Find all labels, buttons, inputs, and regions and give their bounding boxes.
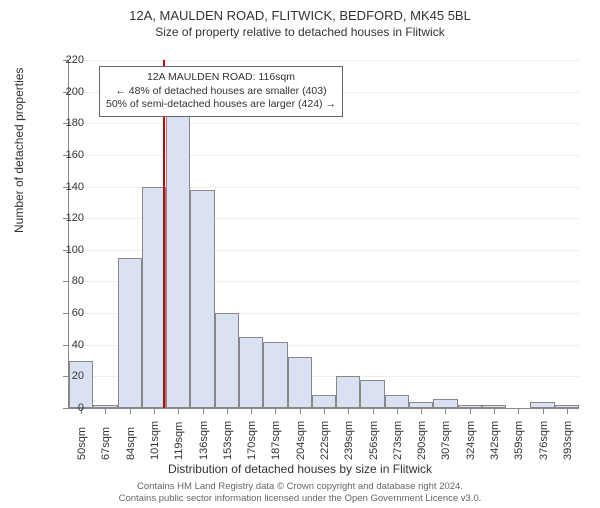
x-axis-title: Distribution of detached houses by size … [0, 462, 600, 476]
x-tick [373, 408, 374, 414]
page-title: 12A, MAULDEN ROAD, FLITWICK, BEDFORD, MK… [0, 8, 600, 23]
y-tick-label: 40 [54, 339, 84, 351]
x-tick-label: 170sqm [246, 421, 258, 460]
histogram-bar [239, 337, 263, 408]
x-tick [105, 408, 106, 414]
x-tick-label: 376sqm [538, 421, 550, 460]
x-tick [494, 408, 495, 414]
x-tick [178, 408, 179, 414]
histogram-bar [288, 357, 312, 408]
x-tick [421, 408, 422, 414]
x-tick-label: 324sqm [465, 421, 477, 460]
histogram-chart: 12A MAULDEN ROAD: 116sqm← 48% of detache… [68, 60, 579, 409]
x-tick [518, 408, 519, 414]
x-tick [130, 408, 131, 414]
footer-line-1: Contains HM Land Registry data © Crown c… [0, 481, 600, 492]
x-tick [203, 408, 204, 414]
x-tick-label: 101sqm [149, 421, 161, 460]
x-tick-label: 67sqm [100, 427, 112, 460]
x-tick [300, 408, 301, 414]
footer-line-2: Contains public sector information licen… [0, 493, 600, 504]
x-tick-label: 307sqm [440, 421, 452, 460]
annotation-box: 12A MAULDEN ROAD: 116sqm← 48% of detache… [99, 66, 343, 117]
histogram-bar [118, 258, 142, 408]
histogram-bar [190, 190, 214, 408]
x-tick [543, 408, 544, 414]
histogram-bar [312, 395, 336, 408]
x-tick [445, 408, 446, 414]
x-tick [397, 408, 398, 414]
x-tick-label: 136sqm [198, 421, 210, 460]
x-tick-label: 153sqm [222, 421, 234, 460]
y-tick-label: 0 [54, 402, 84, 414]
gridline [69, 155, 579, 156]
histogram-bar [385, 395, 409, 408]
histogram-bar [263, 342, 287, 408]
x-tick [227, 408, 228, 414]
x-tick [154, 408, 155, 414]
x-tick [348, 408, 349, 414]
y-tick-label: 160 [54, 149, 84, 161]
page-subtitle: Size of property relative to detached ho… [0, 25, 600, 39]
y-tick-label: 140 [54, 181, 84, 193]
x-tick-label: 222sqm [319, 421, 331, 460]
histogram-bar [336, 376, 360, 408]
histogram-bar [360, 380, 384, 408]
histogram-bar [166, 115, 190, 408]
x-tick-label: 204sqm [295, 421, 307, 460]
x-tick [567, 408, 568, 414]
x-tick [251, 408, 252, 414]
x-tick-label: 187sqm [270, 421, 282, 460]
y-tick-label: 60 [54, 307, 84, 319]
gridline [69, 123, 579, 124]
gridline [69, 60, 579, 61]
histogram-bar [69, 361, 93, 408]
y-tick-label: 180 [54, 117, 84, 129]
annotation-line: 50% of semi-detached houses are larger (… [106, 98, 336, 112]
y-tick-label: 120 [54, 212, 84, 224]
x-tick [324, 408, 325, 414]
y-tick-label: 220 [54, 54, 84, 66]
x-tick-label: 119sqm [173, 422, 185, 460]
x-tick-label: 50sqm [76, 427, 88, 460]
y-tick-label: 20 [54, 370, 84, 382]
x-tick-label: 256sqm [368, 421, 380, 460]
x-tick-label: 84sqm [125, 427, 137, 460]
footer-attribution: Contains HM Land Registry data © Crown c… [0, 481, 600, 504]
x-tick-label: 393sqm [562, 421, 574, 460]
x-tick-label: 359sqm [513, 421, 525, 460]
x-tick [470, 408, 471, 414]
histogram-bar [433, 399, 457, 408]
x-tick-label: 273sqm [392, 421, 404, 460]
x-tick-label: 342sqm [489, 421, 501, 460]
annotation-line: ← 48% of detached houses are smaller (40… [106, 85, 336, 99]
x-tick [275, 408, 276, 414]
x-tick-label: 239sqm [343, 421, 355, 460]
histogram-bar [215, 313, 239, 408]
x-tick-label: 290sqm [416, 421, 428, 460]
y-tick-label: 200 [54, 86, 84, 98]
y-tick-label: 100 [54, 244, 84, 256]
y-tick-label: 80 [54, 275, 84, 287]
annotation-line: 12A MAULDEN ROAD: 116sqm [106, 71, 336, 85]
y-axis-title: Number of detached properties [12, 68, 26, 233]
